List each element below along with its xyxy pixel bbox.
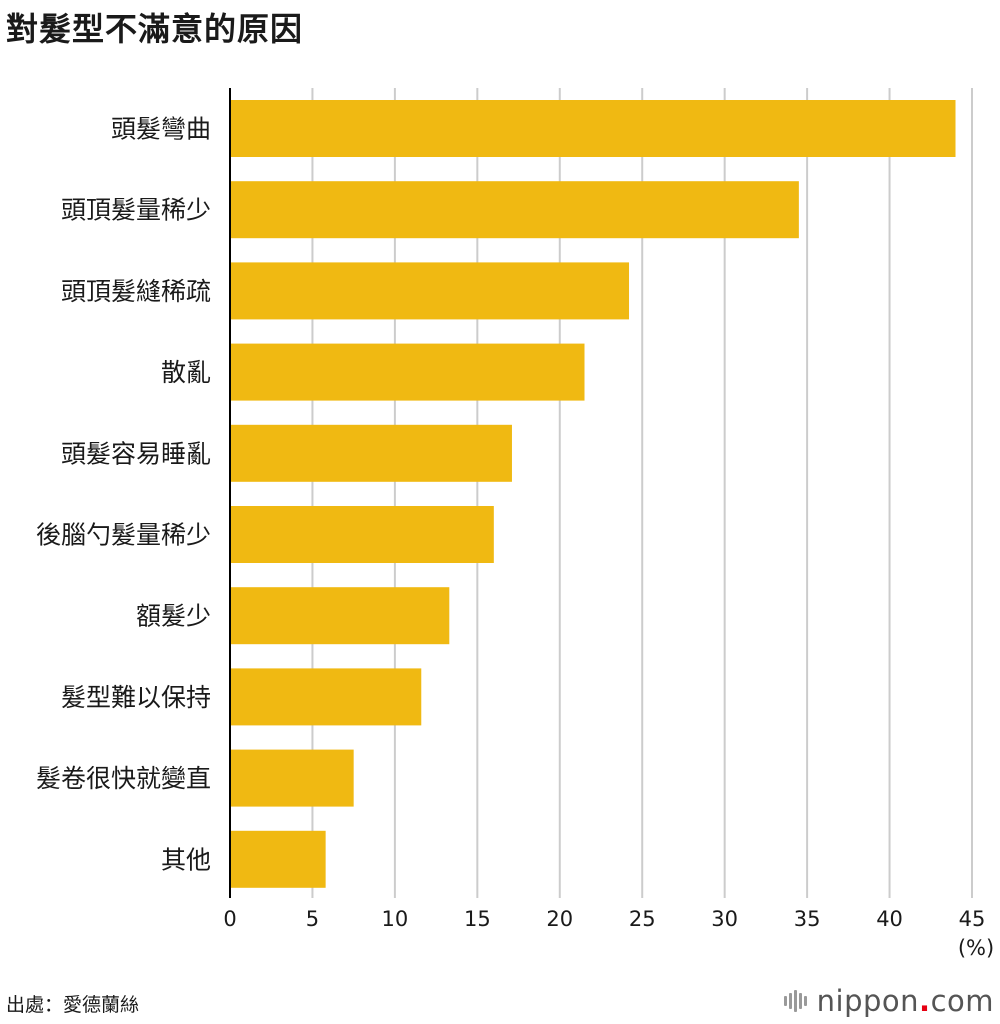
- x-tick-label: 15: [464, 907, 491, 931]
- category-label: 頭頂髮量稀少: [61, 196, 211, 225]
- bar: [230, 343, 585, 401]
- x-tick-label: 10: [382, 907, 409, 931]
- x-tick-label: 35: [794, 907, 821, 931]
- x-tick-label: 5: [306, 907, 319, 931]
- category-label: 髮卷很快就變直: [36, 764, 211, 793]
- bars: [230, 100, 956, 888]
- category-label: 頭頂髮縫稀疏: [61, 277, 211, 306]
- category-label: 額髮少: [136, 602, 211, 631]
- category-label: 頭髮彎曲: [111, 115, 211, 144]
- nippon-logo: nippon.com: [783, 984, 994, 1018]
- nippon-logo-text: nippon.com: [816, 984, 994, 1018]
- x-tick-labels: 0 5 10 15 20 25 30 35 40 45: [223, 907, 985, 931]
- category-label: 散亂: [161, 358, 211, 387]
- source-note: 出處：愛德蘭絲: [6, 994, 140, 1016]
- x-tick-label: 20: [546, 907, 573, 931]
- x-tick-label: 25: [629, 907, 656, 931]
- x-tick-label: 40: [876, 907, 903, 931]
- nippon-logo-icon: [783, 990, 807, 1012]
- bar: [230, 587, 450, 645]
- bar: [230, 100, 956, 157]
- bar: [230, 749, 354, 807]
- x-tick-label: 45: [959, 907, 986, 931]
- x-tick-label: 30: [711, 907, 738, 931]
- bar: [230, 262, 630, 320]
- x-tick-label: 0: [223, 907, 236, 931]
- bar: [230, 181, 799, 239]
- chart-title: 對髮型不滿意的原因: [6, 10, 304, 48]
- category-label: 後腦勺髮量稀少: [36, 521, 211, 550]
- bar: [230, 506, 494, 563]
- category-label: 髮型難以保持: [61, 683, 211, 712]
- category-label: 頭髮容易睡亂: [61, 439, 211, 468]
- bar: [230, 424, 512, 482]
- category-labels: 頭髮彎曲頭頂髮量稀少頭頂髮縫稀疏散亂頭髮容易睡亂後腦勺髮量稀少額髮少髮型難以保持…: [36, 115, 211, 875]
- x-unit-label: (%): [958, 936, 994, 960]
- bar: [230, 668, 422, 726]
- category-label: 其他: [161, 845, 211, 874]
- bar: [230, 830, 326, 888]
